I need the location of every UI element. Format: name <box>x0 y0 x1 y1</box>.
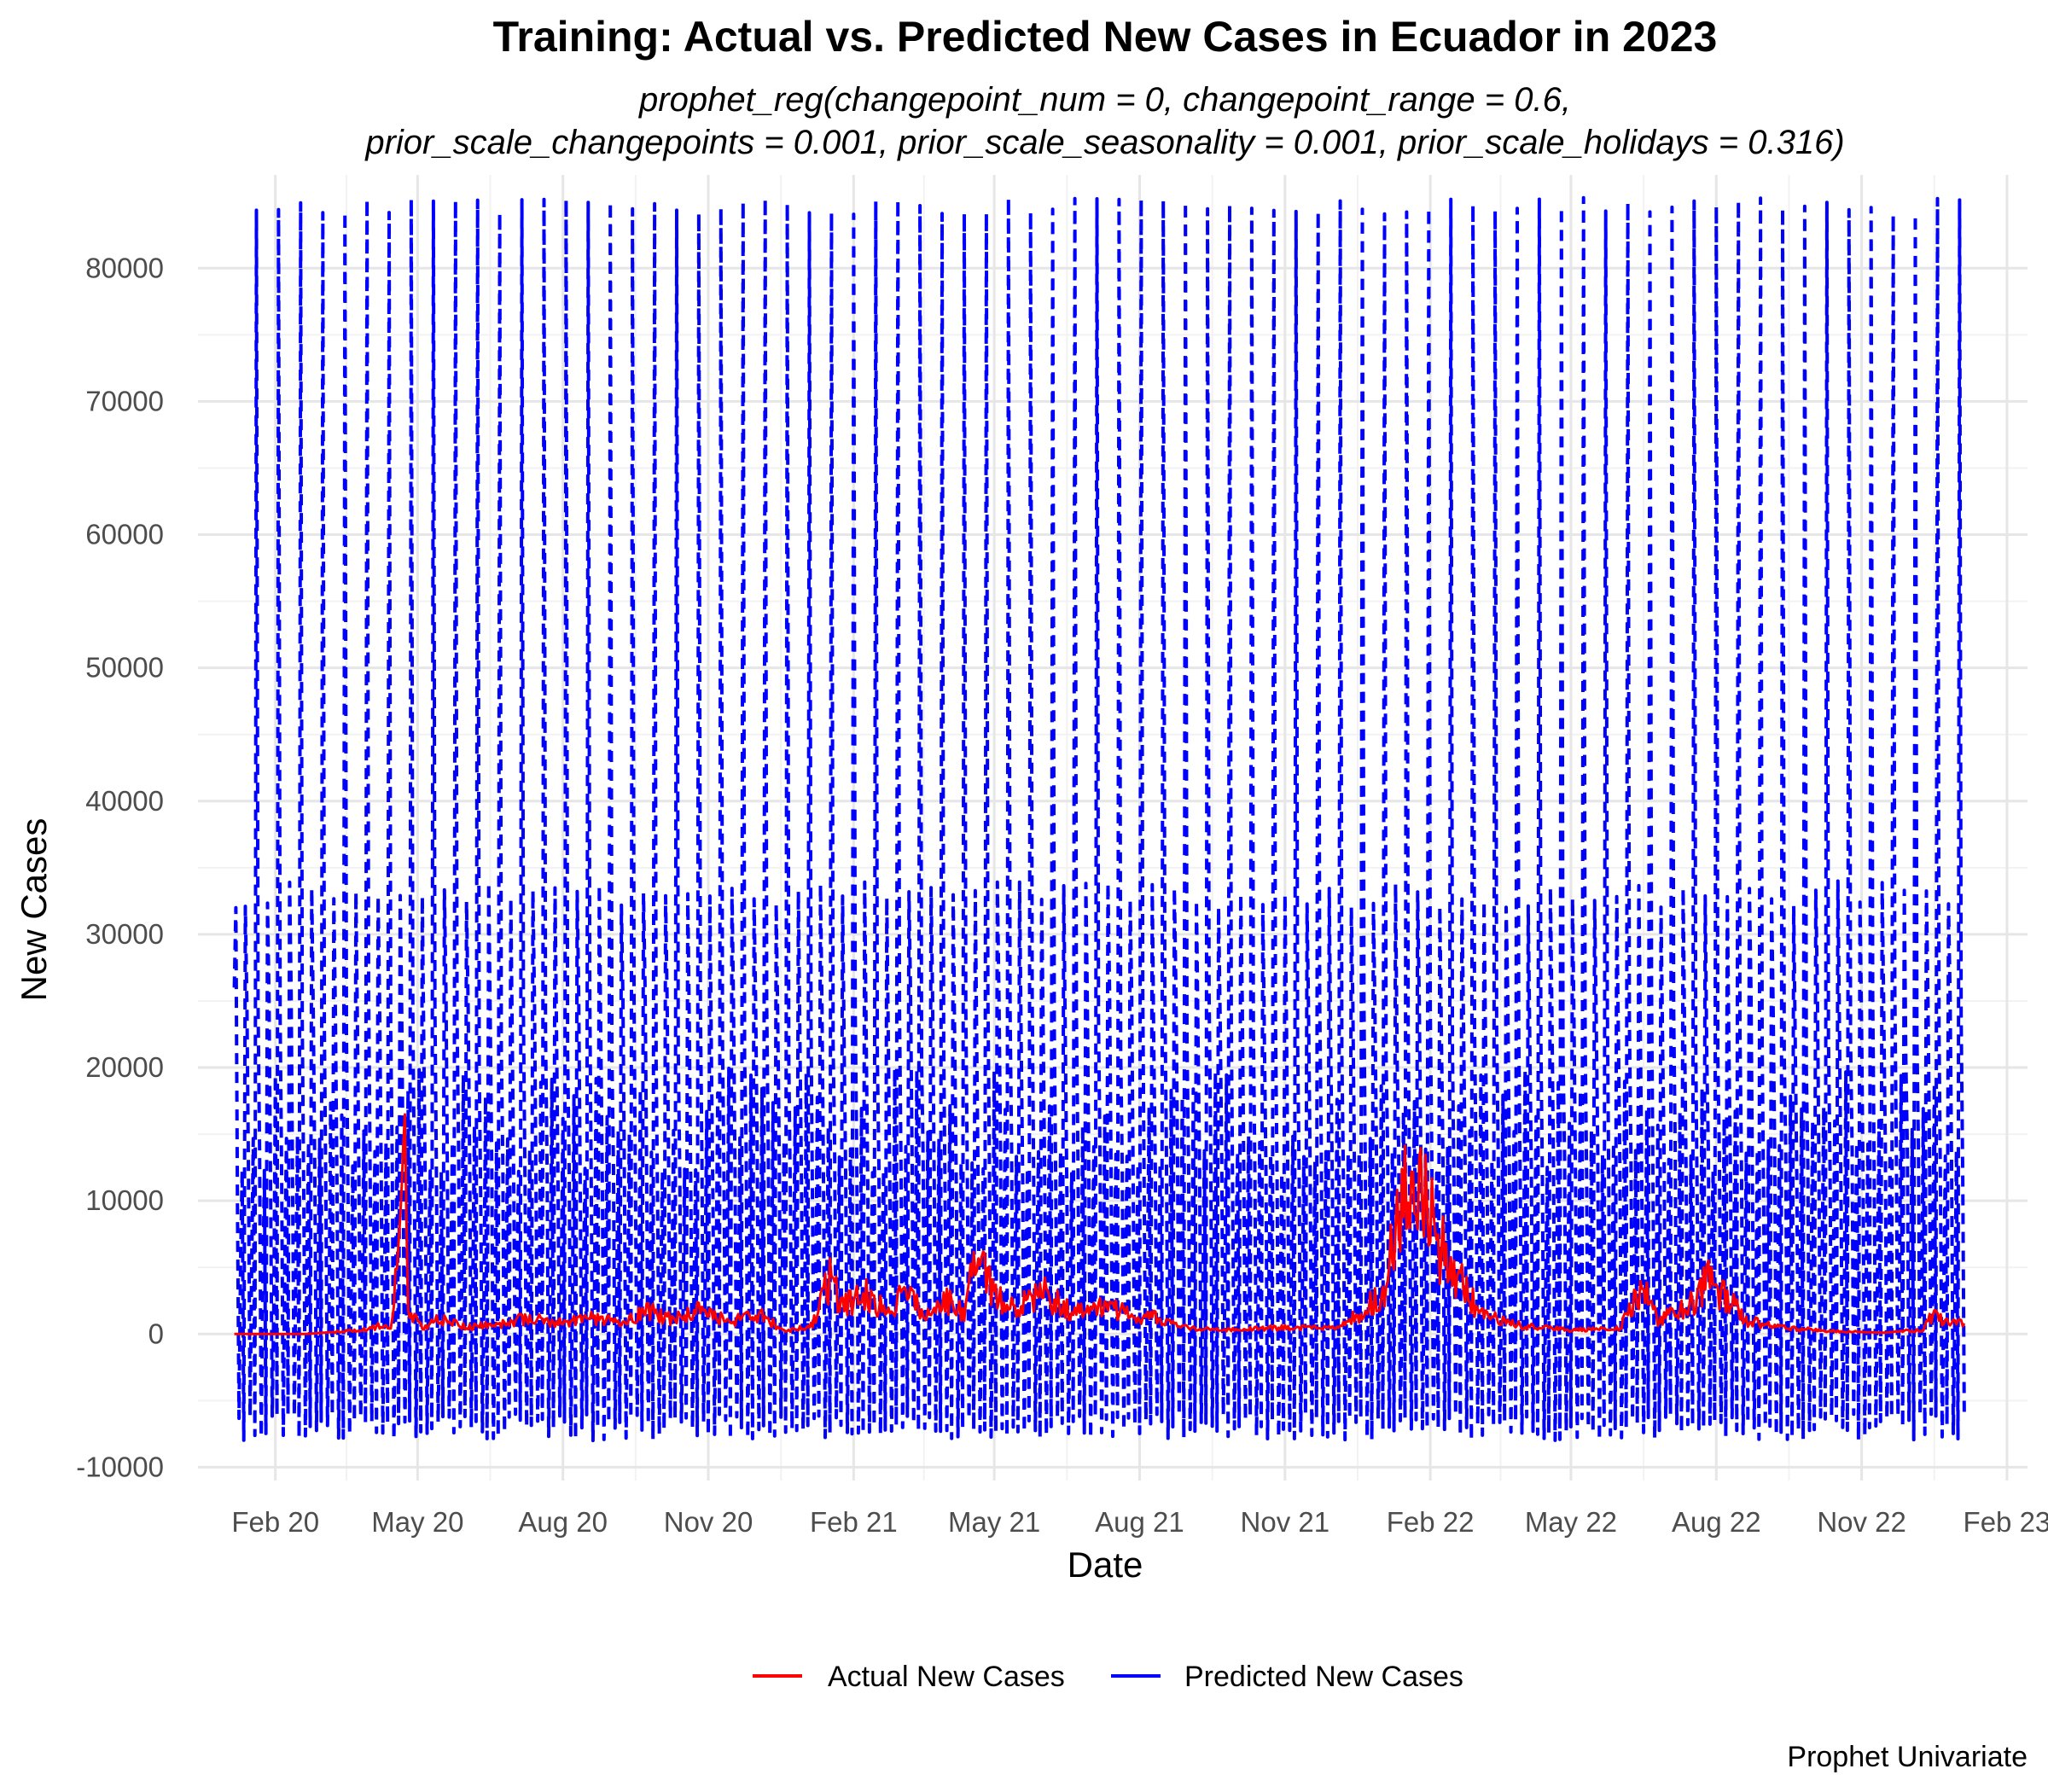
series-layer <box>232 195 1966 1443</box>
x-tick-label: Aug 21 <box>1095 1506 1184 1538</box>
y-tick-label: 50000 <box>85 652 164 684</box>
y-tick-label: 70000 <box>85 385 164 416</box>
x-tick-label: Feb 21 <box>810 1506 898 1538</box>
x-tick-label: Aug 22 <box>1672 1506 1761 1538</box>
x-tick-label: May 20 <box>371 1506 463 1538</box>
x-axis-title: Date <box>1068 1545 1143 1585</box>
y-tick-labels: -10000 0 10000 20000 30000 40000 50000 60000 700… <box>76 252 164 1482</box>
y-tick-label: 60000 <box>85 519 164 550</box>
y-axis-title: New Cases <box>14 818 54 1002</box>
y-tick-label: 0 <box>148 1318 164 1349</box>
x-tick-labels: Feb 20 May 20 Aug 20 Nov 20 Feb 21 May 21 Aug … <box>231 1506 2048 1538</box>
x-tick-label: Nov 21 <box>1241 1506 1330 1538</box>
x-tick-label: Nov 22 <box>1817 1506 1906 1538</box>
chart-subtitle-line-2: prior_scale_changepoints = 0.001, prior_… <box>364 124 1844 161</box>
legend-label-predicted: Predicted New Cases <box>1184 1661 1463 1693</box>
legend: Actual New Cases Predicted New Cases <box>753 1661 1463 1693</box>
y-tick-label: 80000 <box>85 252 164 283</box>
x-tick-label: Nov 20 <box>664 1506 753 1538</box>
chart-title: Training: Actual vs. Predicted New Cases… <box>493 13 1718 61</box>
y-tick-label: 30000 <box>85 918 164 950</box>
chart-caption: Prophet Univariate <box>1787 1741 2028 1773</box>
x-tick-label: May 21 <box>948 1506 1040 1538</box>
chart-subtitle-line-1: prophet_reg(changepoint_num = 0, changep… <box>638 81 1571 119</box>
actual-series-line <box>234 1113 1966 1335</box>
x-tick-label: Feb 22 <box>1387 1506 1475 1538</box>
x-tick-label: Feb 23 <box>1964 1506 2048 1538</box>
y-tick-label: -10000 <box>76 1451 164 1482</box>
legend-label-actual: Actual New Cases <box>828 1661 1065 1693</box>
predicted-series-line <box>232 195 1966 1443</box>
y-tick-label: 20000 <box>85 1051 164 1083</box>
x-tick-label: Feb 20 <box>231 1506 319 1538</box>
x-tick-label: Aug 20 <box>518 1506 608 1538</box>
x-tick-label: May 22 <box>1525 1506 1617 1538</box>
y-tick-label: 40000 <box>85 785 164 817</box>
y-tick-label: 10000 <box>85 1184 164 1216</box>
